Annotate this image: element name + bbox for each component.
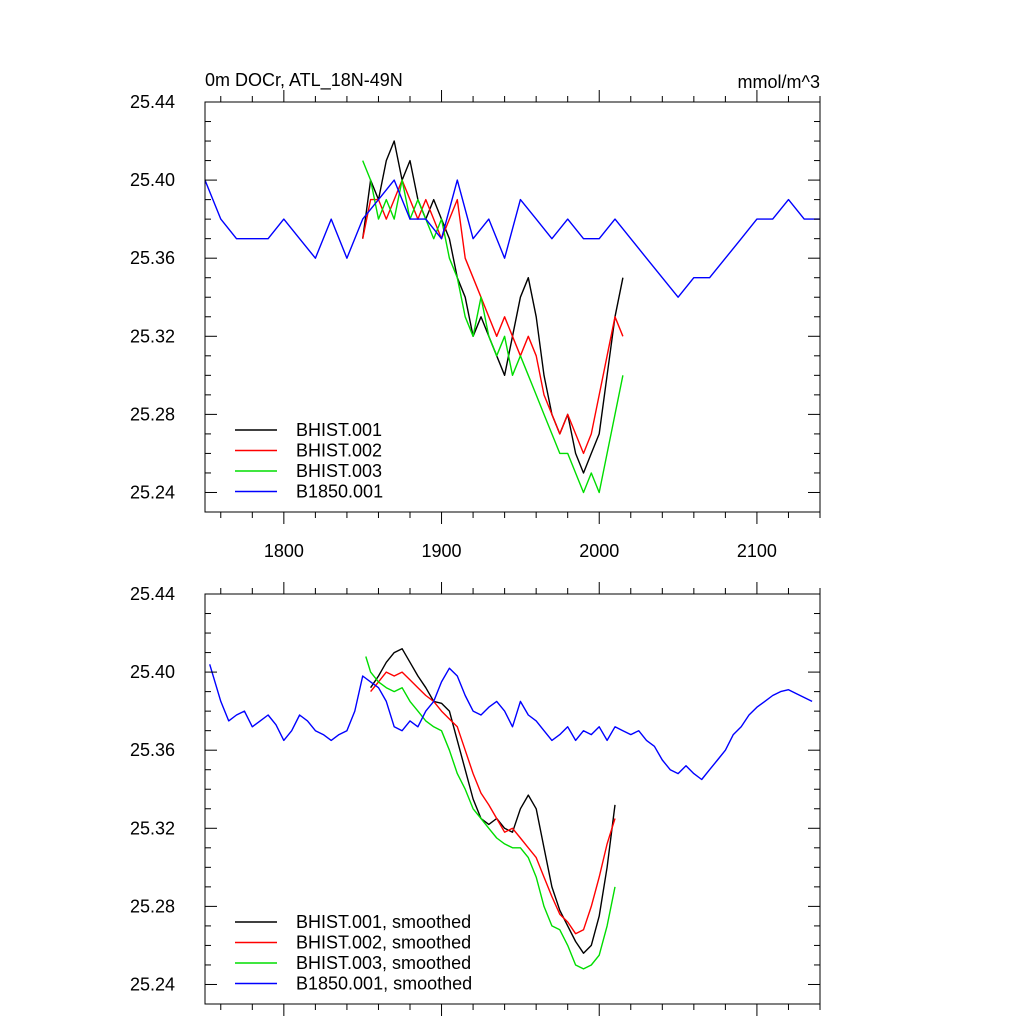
plot-frame xyxy=(204,101,821,513)
y-tick-label: 25.24 xyxy=(130,482,175,502)
y-tick-label: 25.40 xyxy=(130,662,175,682)
series-line-4 xyxy=(209,664,813,781)
x-tick-label: 2100 xyxy=(737,541,777,561)
chart-panel-2: 25.24 25.28 25.32 25.36 25.40 25.44 BHIST.001,… xyxy=(130,582,821,1016)
chart-panel-1: 25.24 25.28 25.32 25.36 25.40 25.44 1800 1900 20… xyxy=(130,70,821,561)
x-tick-label: 2000 xyxy=(579,541,619,561)
y-tick-label: 25.36 xyxy=(130,740,175,760)
y-tick-label: 25.44 xyxy=(130,92,175,112)
series-line-2 xyxy=(362,179,624,455)
legend-label: BHIST.003 xyxy=(296,461,382,481)
x-tick-label: 1800 xyxy=(264,541,304,561)
legend-label: BHIST.001, smoothed xyxy=(296,912,471,932)
units-label: mmol/m^3 xyxy=(738,72,820,92)
y-tick-label: 25.40 xyxy=(130,170,175,190)
y-tick-label: 25.32 xyxy=(130,326,175,346)
series-line-1 xyxy=(370,648,616,954)
legend-label: BHIST.002 xyxy=(296,441,382,461)
y-tick-label: 25.28 xyxy=(130,896,175,916)
y-tick-label: 25.24 xyxy=(130,974,175,994)
y-tick-label: 25.44 xyxy=(130,584,175,604)
chart-title: 0m DOCr, ATL_18N-49N xyxy=(205,70,403,91)
series-line-3 xyxy=(362,160,624,494)
y-tick-label: 25.36 xyxy=(130,248,175,268)
legend-label: B1850.001 xyxy=(296,482,383,502)
series-line-1 xyxy=(362,140,624,474)
y-tick-label: 25.28 xyxy=(130,404,175,424)
series-lines xyxy=(204,140,820,494)
legend-label: BHIST.003, smoothed xyxy=(296,953,471,973)
legend-label: B1850.001, smoothed xyxy=(296,974,472,994)
x-tick-label: 1900 xyxy=(422,541,462,561)
series-line-3 xyxy=(365,656,616,970)
legend-label: BHIST.002, smoothed xyxy=(296,933,471,953)
series-line-2 xyxy=(370,671,616,935)
plot-frame xyxy=(204,593,821,1005)
legend-label: BHIST.001 xyxy=(296,420,382,440)
y-tick-label: 25.32 xyxy=(130,818,175,838)
series-line-4 xyxy=(204,179,820,298)
series-lines xyxy=(209,648,813,970)
